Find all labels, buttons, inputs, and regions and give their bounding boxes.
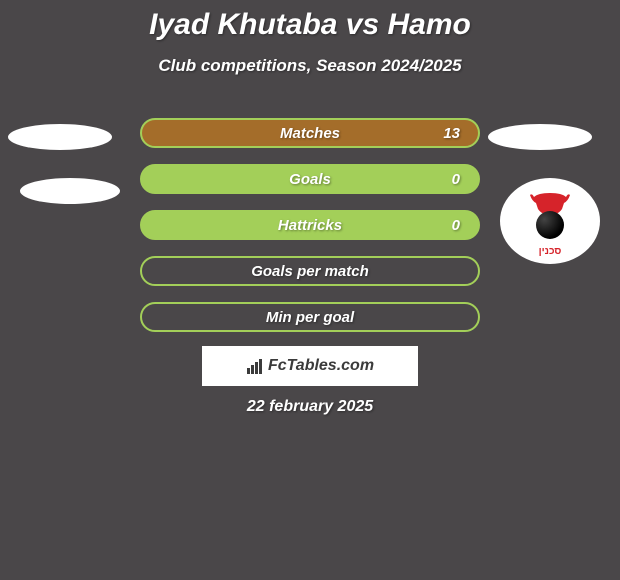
- stat-value: 0: [452, 171, 460, 188]
- page-title: Iyad Khutaba vs Hamo: [0, 0, 620, 42]
- chart-icon: [246, 357, 264, 375]
- stat-label: Matches: [280, 125, 340, 142]
- stat-value: 13: [443, 125, 460, 142]
- page-subtitle: Club competitions, Season 2024/2025: [0, 56, 620, 76]
- stat-label: Hattricks: [278, 217, 342, 234]
- brand-box[interactable]: FcTables.com: [202, 346, 418, 386]
- player1-badge-top: [8, 124, 112, 150]
- stat-bar-goals-per-match: Goals per match: [140, 256, 480, 286]
- soccer-ball-icon: [536, 211, 564, 239]
- date-text: 22 february 2025: [0, 398, 620, 416]
- stat-bar-matches: Matches 13: [140, 118, 480, 148]
- stat-bar-goals: Goals 0: [140, 164, 480, 194]
- stat-label: Goals per match: [251, 263, 369, 280]
- player2-badge-top: [488, 124, 592, 150]
- stat-bar-hattricks: Hattricks 0: [140, 210, 480, 240]
- stat-label: Min per goal: [266, 309, 354, 326]
- brand-text: FcTables.com: [268, 357, 374, 375]
- club-name-text: סכנין: [507, 246, 593, 257]
- stat-label: Goals: [289, 171, 331, 188]
- stat-value: 0: [452, 217, 460, 234]
- stat-bar-min-per-goal: Min per goal: [140, 302, 480, 332]
- club-logo: סכנין: [500, 178, 600, 264]
- player1-badge-bottom: [20, 178, 120, 204]
